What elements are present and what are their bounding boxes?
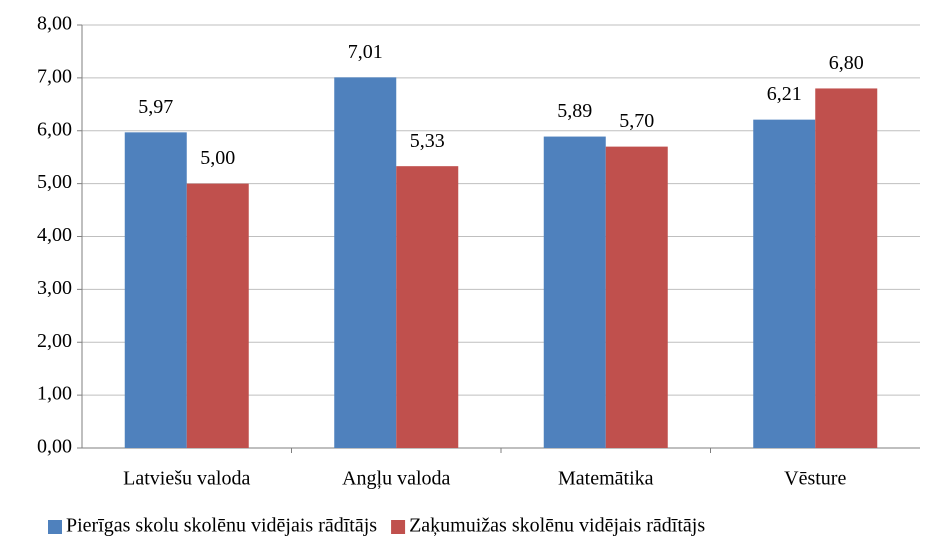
data-label: 5,89 (557, 100, 592, 122)
bar (815, 88, 878, 448)
y-tick-label: 0,00 (37, 436, 72, 458)
y-tick-label: 2,00 (37, 330, 72, 352)
y-tick-label: 1,00 (37, 383, 72, 405)
x-tick-label: Vēsture (784, 468, 846, 490)
data-label: 5,00 (200, 147, 235, 169)
bar (605, 146, 668, 449)
bar (124, 132, 187, 448)
bar (396, 166, 459, 448)
bar (334, 77, 397, 448)
x-tick-label: Latviešu valoda (123, 468, 250, 490)
y-tick-label: 5,00 (37, 171, 72, 193)
bar (543, 136, 606, 448)
legend-swatch (391, 520, 406, 534)
y-tick-label: 3,00 (37, 277, 72, 299)
data-label: 6,80 (829, 52, 864, 74)
legend-swatch (48, 520, 62, 534)
x-tick-label: Matemātika (558, 468, 654, 490)
y-tick-label: 7,00 (37, 65, 72, 87)
y-tick-label: 8,00 (37, 13, 72, 35)
y-tick-label: 6,00 (37, 118, 72, 140)
data-label: 5,97 (138, 96, 173, 118)
y-tick-label: 4,00 (37, 224, 72, 246)
bar (753, 119, 816, 449)
legend-label: Zaķumuižas skolēnu vidējais rādītājs (409, 515, 705, 537)
legend-label: Pierīgas skolu skolēnu vidējais rādītājs (66, 515, 377, 537)
bar (186, 183, 249, 448)
data-label: 7,01 (348, 41, 383, 63)
data-label: 5,33 (410, 130, 445, 152)
data-label: 5,70 (619, 110, 654, 132)
x-tick-label: Angļu valoda (342, 468, 450, 490)
data-label: 6,21 (767, 83, 802, 105)
